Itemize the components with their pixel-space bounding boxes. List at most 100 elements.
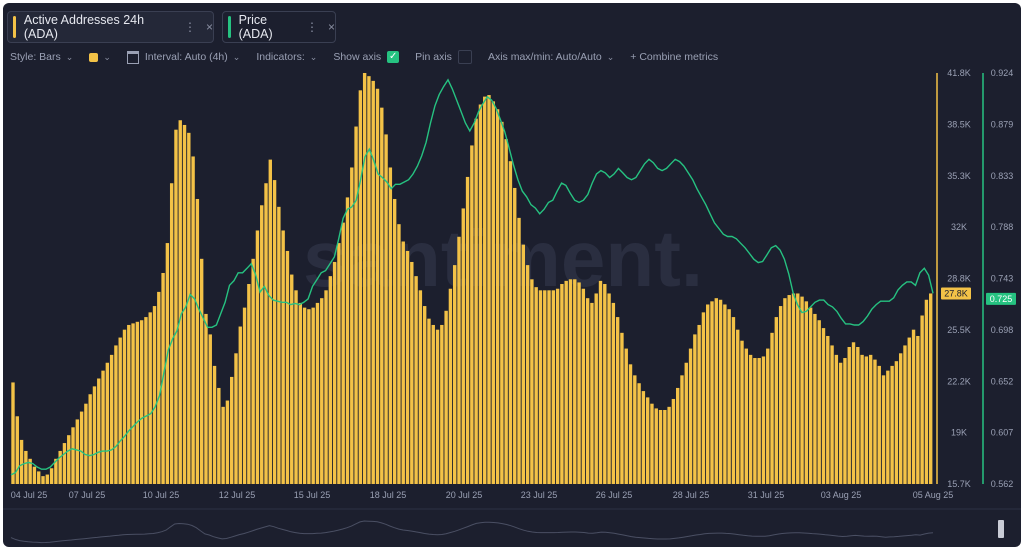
right-axis-tick-label: 0.607 (991, 428, 1014, 438)
bar (191, 156, 195, 484)
close-icon[interactable]: × (205, 20, 213, 34)
x-axis-tick-label: 20 Jul 25 (446, 490, 483, 500)
bar (778, 306, 783, 484)
left-axis-tick-label: 35.3K (947, 171, 971, 181)
bar (585, 298, 590, 484)
indicators-dropdown[interactable]: Indicators: ⌄ (256, 51, 317, 63)
checkbox-empty-icon[interactable] (457, 50, 472, 64)
bar (753, 358, 757, 484)
bar (324, 290, 328, 484)
right-axis-tick-label: 0.924 (991, 68, 1014, 78)
color-dropdown[interactable]: ⌄ (89, 52, 111, 63)
bar (851, 342, 856, 484)
bar (929, 293, 933, 484)
bar (431, 324, 435, 484)
bar (568, 279, 573, 484)
bar (440, 324, 444, 484)
more-icon[interactable]: ⋮ (183, 20, 196, 34)
bar (444, 310, 448, 484)
bar (740, 340, 744, 484)
bar (41, 476, 45, 484)
bar (654, 408, 658, 484)
bar (320, 298, 324, 484)
combine-metrics-button[interactable]: + Combine metrics (630, 51, 718, 63)
bar (11, 382, 15, 484)
bar (675, 387, 680, 484)
left-axis-tick-label: 19K (951, 428, 967, 438)
bar (924, 299, 929, 484)
bar (414, 276, 418, 484)
bar (547, 290, 551, 484)
bar (165, 243, 170, 484)
bar (178, 120, 182, 484)
bar (860, 354, 864, 484)
bar (307, 309, 311, 484)
bar (367, 76, 371, 485)
bar (238, 326, 242, 484)
chevron-down-icon: ⌄ (309, 51, 318, 62)
bar (37, 471, 41, 484)
x-axis-tick-label: 23 Jul 25 (521, 490, 558, 500)
bar (491, 101, 495, 485)
bar (808, 307, 813, 484)
bar (826, 335, 830, 484)
bar (513, 187, 517, 484)
style-dropdown[interactable]: Style: Bars ⌄ (10, 51, 73, 63)
bar (560, 284, 564, 484)
checkbox-checked-icon[interactable]: ✓ (387, 51, 400, 63)
right-axis-tick-label: 0.698 (991, 325, 1014, 335)
x-axis-tick-label: 18 Jul 25 (370, 490, 407, 500)
bar (45, 474, 49, 484)
pin-axis-toggle[interactable]: Pin axis (415, 50, 472, 64)
bar (182, 124, 187, 484)
bar (530, 279, 534, 484)
bar (706, 304, 710, 484)
bar (774, 317, 779, 484)
bar (868, 354, 873, 484)
bar (457, 236, 461, 484)
bar (75, 419, 80, 484)
bar (242, 307, 247, 484)
bar (290, 274, 294, 484)
bar (345, 197, 350, 485)
bar (187, 132, 191, 484)
current-value-label: 27.8K (944, 288, 968, 298)
navigator-line (10, 520, 934, 544)
right-axis: 0.924 0.879 0.833 0.788 0.743 0.698 0.652 0.607… (982, 68, 1016, 489)
bar (474, 118, 478, 485)
navigator[interactable] (3, 508, 1021, 544)
calendar-icon (126, 50, 139, 64)
left-axis-tick-label: 38.5K (947, 119, 971, 129)
bar (658, 409, 663, 484)
bar (199, 258, 204, 484)
bar (62, 443, 67, 484)
interval-dropdown[interactable]: Interval: Auto (4h) ⌄ (126, 50, 240, 64)
bar (32, 466, 37, 484)
bar (401, 241, 405, 484)
x-axis-tick-label: 05 Aug 25 (913, 490, 954, 500)
show-axis-toggle[interactable]: Show axis ✓ (333, 51, 400, 63)
bar (208, 334, 212, 484)
chart-svg[interactable]: 41.8K 38.5K 35.3K 32K 28.8K 25.5K 22.2K 19K 15.7… (3, 3, 1021, 547)
bar (641, 391, 646, 484)
x-axis-tick-label: 07 Jul 25 (69, 490, 106, 500)
current-price-label: 0.725 (990, 294, 1013, 304)
close-icon[interactable]: × (327, 20, 335, 34)
bar (127, 324, 131, 484)
more-icon[interactable]: ⋮ (305, 20, 318, 34)
bar (590, 302, 594, 484)
bar (843, 358, 847, 484)
x-axis-tick-label: 04 Jul 25 (11, 490, 48, 500)
bar (268, 159, 272, 484)
tab-active-addresses[interactable]: Active Addresses 24h (ADA) ⋮ × (7, 11, 214, 43)
bar (410, 261, 414, 484)
bar (667, 406, 671, 484)
axis-max-min-dropdown[interactable]: Axis max/min: Auto/Auto ⌄ (488, 51, 614, 63)
tab-price[interactable]: Price (ADA) ⋮ × (222, 11, 336, 43)
bar (465, 176, 470, 484)
bar (371, 80, 375, 484)
bar (564, 280, 568, 484)
bar (551, 290, 556, 484)
bar (890, 365, 894, 484)
left-axis-tick-label: 28.8K (947, 274, 971, 284)
